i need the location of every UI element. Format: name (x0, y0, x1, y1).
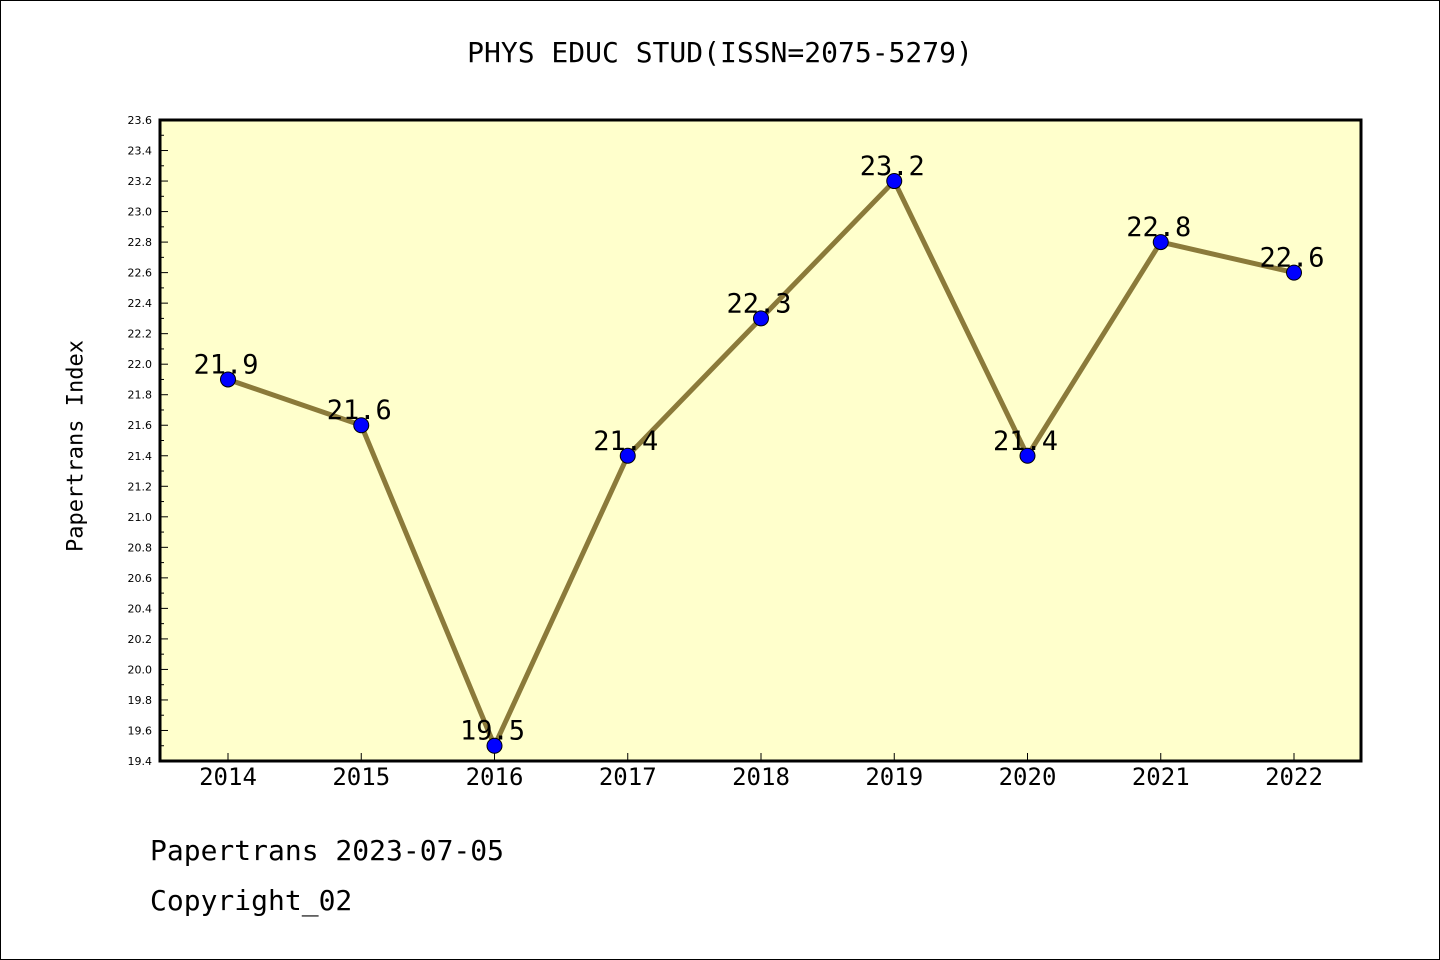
x-tick-label: 2020 (999, 763, 1057, 791)
y-tick-label: 21.2 (128, 480, 153, 493)
data-label: 19.5 (460, 716, 525, 747)
y-axis-ticks: 19.4 19.6 19.8 20.0 20.2 20.4 20.6 20.8 21.0 21.2… (128, 114, 168, 768)
y-tick-label: 23.6 (128, 114, 153, 127)
y-tick-label: 22.4 (128, 297, 153, 310)
x-tick-label: 2018 (732, 763, 790, 791)
data-point (886, 173, 903, 190)
data-label: 22.8 (1126, 212, 1191, 243)
x-tick-label: 2014 (199, 763, 257, 791)
x-tick-label: 2019 (865, 763, 923, 791)
y-tick-label: 20.0 (128, 663, 153, 676)
data-label: 21.9 (193, 349, 258, 380)
y-tick-label: 20.6 (128, 572, 153, 585)
y-tick-label: 19.8 (128, 694, 153, 707)
y-tick-label: 21.8 (128, 389, 153, 402)
data-point (486, 737, 503, 754)
y-tick-label: 22.6 (128, 267, 153, 280)
y-tick-label: 20.8 (128, 541, 153, 554)
plot-area (158, 118, 1363, 763)
y-tick-label: 19.4 (128, 755, 153, 768)
x-tick-label: 2016 (466, 763, 524, 791)
x-tick-label: 2017 (599, 763, 657, 791)
data-point (753, 310, 769, 327)
data-label: 21.4 (993, 426, 1058, 457)
x-axis-ticks: 2014 2015 2016 2017 2018 2019 2020 2021 2022 (199, 753, 1323, 791)
data-point (353, 417, 370, 434)
y-tick-label: 21.6 (128, 419, 153, 432)
data-label: 21.4 (593, 426, 658, 457)
x-tick-label: 2021 (1132, 763, 1190, 791)
data-label: 22.6 (1259, 243, 1324, 274)
data-point (1286, 264, 1302, 281)
y-tick-label: 23.2 (128, 175, 153, 188)
chart-title: PHYS EDUC STUD(ISSN=2075-5279) (467, 36, 973, 69)
y-tick-label: 23.4 (128, 145, 153, 158)
x-tick-label: 2022 (1265, 763, 1323, 791)
data-markers (220, 173, 1302, 754)
y-tick-label: 22.0 (128, 358, 153, 371)
data-label: 21.6 (327, 395, 392, 426)
y-tick-label: 19.6 (128, 724, 153, 737)
data-point (1019, 447, 1036, 464)
y-tick-label: 20.4 (128, 602, 153, 615)
y-tick-label: 22.2 (128, 328, 153, 341)
data-labels: 21.9 21.6 19.5 21.4 22.3 23.2 21.4 22.8 22.6 (193, 151, 1324, 747)
y-tick-label: 22.8 (128, 236, 153, 249)
data-label: 23.2 (860, 151, 925, 182)
footer-date-line: Papertrans 2023-07-05 (150, 834, 505, 867)
y-tick-label: 21.4 (128, 450, 153, 463)
data-point (619, 447, 636, 464)
footer-copyright-line: Copyright_02 (150, 884, 353, 917)
y-tick-label: 20.2 (128, 633, 153, 646)
data-label: 22.3 (726, 288, 791, 319)
y-tick-label: 21.0 (128, 511, 153, 524)
data-point (220, 371, 236, 388)
data-point (1152, 234, 1169, 251)
x-tick-label: 2015 (332, 763, 390, 791)
y-tick-label: 23.0 (128, 206, 153, 219)
